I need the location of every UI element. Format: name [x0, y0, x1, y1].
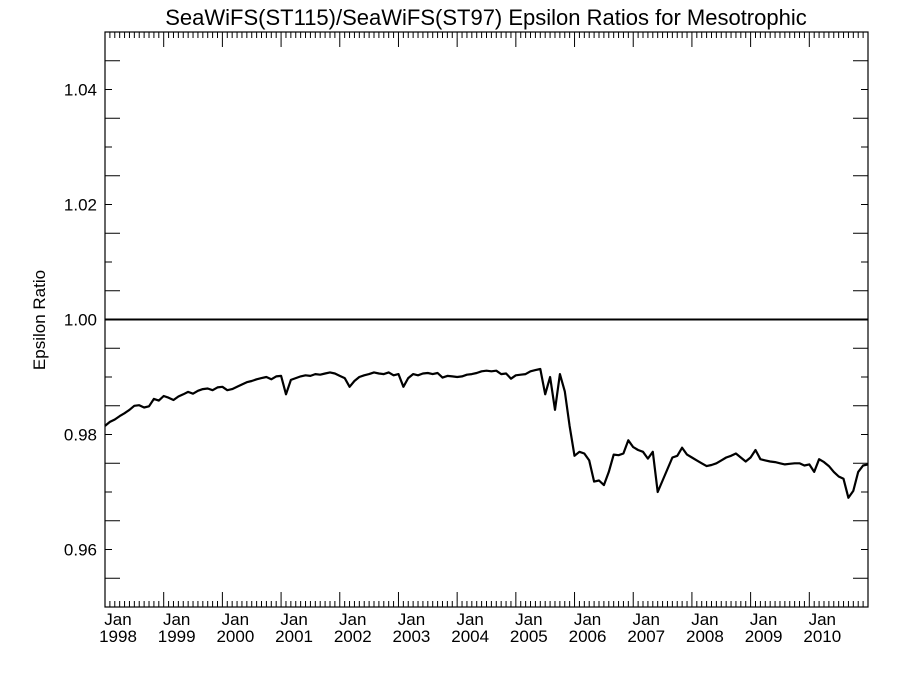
x-tick-label-month: Jan	[456, 610, 483, 629]
x-tick-label-year: 2003	[393, 627, 431, 646]
plot-frame	[104, 31, 869, 608]
x-tick-label-year: 1999	[158, 627, 196, 646]
x-tick-label-year: 2010	[803, 627, 841, 646]
x-tick-label-month: Jan	[515, 610, 542, 629]
x-tick-label-year: 2006	[569, 627, 607, 646]
x-tick-label-year: 2007	[627, 627, 665, 646]
y-axis-label: Epsilon Ratio	[30, 270, 49, 370]
x-tick-label-month: Jan	[398, 610, 425, 629]
y-tick-labels: 0.96 0.98 1.00 1.02 1.04	[64, 81, 97, 560]
x-tick-label-year: 2000	[216, 627, 254, 646]
x-tick-label-month: Jan	[163, 610, 190, 629]
x-tick-label-year: 2008	[686, 627, 724, 646]
x-tick-label-month: Jan	[691, 610, 718, 629]
x-tick-label-month: Jan	[574, 610, 601, 629]
x-tick-label-month: Jan	[339, 610, 366, 629]
x-tick-label-month: Jan	[104, 610, 131, 629]
x-tick-label-year: 2009	[745, 627, 783, 646]
x-tick-label-month: Jan	[750, 610, 777, 629]
y-tick-label: 1.00	[64, 311, 97, 330]
series-line	[104, 367, 869, 499]
axis-ticks	[104, 31, 869, 608]
x-tick-label-month: Jan	[809, 610, 836, 629]
x-tick-label-month: Jan	[633, 610, 660, 629]
x-tick-label-year: 1998	[99, 627, 137, 646]
y-tick-label: 0.98	[64, 426, 97, 445]
y-tick-label: 0.96	[64, 541, 97, 560]
x-tick-label-year: 2004	[451, 627, 489, 646]
x-tick-labels: Jan1998Jan1999Jan2000Jan2001Jan2002Jan20…	[99, 610, 841, 646]
x-tick-label-year: 2001	[275, 627, 313, 646]
x-tick-label-month: Jan	[280, 610, 307, 629]
chart-title: SeaWiFS(ST115)/SeaWiFS(ST97) Epsilon Rat…	[165, 5, 806, 30]
x-tick-label-year: 2005	[510, 627, 548, 646]
y-tick-label: 1.04	[64, 81, 97, 100]
x-tick-label-year: 2002	[334, 627, 372, 646]
y-tick-label: 1.02	[64, 196, 97, 215]
x-tick-label-month: Jan	[222, 610, 249, 629]
